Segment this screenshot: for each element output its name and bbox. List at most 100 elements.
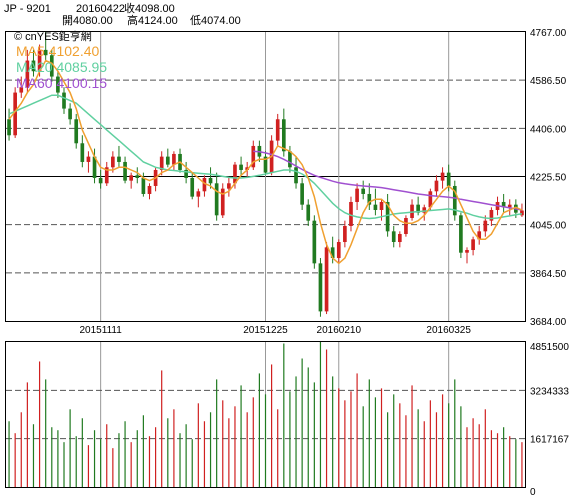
price-tick-label: 3864.50: [530, 269, 567, 280]
candle-body: [208, 177, 213, 184]
candle-body: [37, 49, 42, 72]
candle-body: [507, 204, 512, 208]
date-tick-label: 20160210: [317, 325, 362, 336]
candle-body: [422, 207, 427, 213]
candle-body: [220, 188, 225, 216]
candle-body: [397, 234, 402, 243]
ma5-line: [8, 59, 523, 265]
watermark-label: © cnYES鉅亨網: [14, 29, 92, 43]
candle-body: [471, 239, 475, 251]
candle-body: [196, 191, 201, 197]
candle-body: [19, 87, 24, 93]
candle-body: [452, 185, 457, 216]
candle-body: [520, 210, 524, 216]
candle-body: [440, 172, 445, 181]
candle-body: [349, 201, 353, 227]
candle-body: [404, 217, 408, 235]
candle-body: [245, 167, 250, 170]
volume-tick-label: 1617167: [530, 435, 569, 446]
candle-body: [123, 161, 127, 181]
candle-body: [343, 226, 347, 243]
candle-body: [379, 201, 384, 210]
candle-body: [355, 188, 359, 202]
candle-body: [318, 263, 323, 312]
volume-tick-label: 3234333: [530, 386, 569, 397]
candle-body: [111, 156, 115, 168]
ma20-line: [8, 94, 523, 220]
candle-body: [227, 183, 231, 189]
volume-tick-label: 4851500: [530, 342, 569, 353]
candle-body: [135, 175, 140, 178]
candle-body: [446, 172, 451, 186]
candle-body: [434, 180, 439, 192]
date-tick-label: 20160325: [426, 325, 471, 336]
price-axis: 4767.00 4586.50 4406.00 4225.50 4045.00 3864.…: [530, 28, 567, 328]
volume-bar-series: [8, 342, 523, 487]
candle-body: [288, 151, 292, 168]
candle-body: [165, 156, 170, 165]
candle-body: [483, 220, 488, 232]
candle-body: [300, 183, 304, 205]
candle-body: [501, 201, 506, 208]
symbol-label: JP - 9201: [4, 3, 51, 15]
candle-body: [214, 183, 219, 216]
candle-body: [56, 76, 60, 93]
candle-body: [367, 193, 372, 205]
candle-body: [25, 60, 30, 88]
price-tick-label: 4045.00: [530, 221, 567, 232]
candle-body: [459, 215, 463, 253]
candle-body: [98, 177, 103, 184]
candle-body: [385, 201, 390, 232]
legend-ma20: MA20 4085.95: [16, 59, 107, 75]
candle-body: [324, 247, 329, 312]
date-tick-label: 20151225: [243, 325, 288, 336]
candle-body: [428, 191, 433, 208]
ma60-line: [253, 150, 523, 211]
candle-body: [263, 156, 268, 173]
moving-average-lines: [8, 59, 523, 265]
candle-body: [477, 231, 482, 240]
candle-body: [92, 156, 97, 178]
candle-body: [141, 177, 146, 194]
candle-body: [202, 177, 207, 192]
candle-body: [159, 156, 164, 170]
candle-body: [330, 247, 335, 259]
candle-body: [80, 143, 85, 162]
candle-body: [172, 153, 176, 165]
candle-body: [489, 209, 494, 221]
candle-body: [233, 164, 237, 184]
price-tick-label: 4225.50: [530, 173, 567, 184]
candle-body: [306, 204, 311, 221]
candle-body: [336, 242, 341, 259]
candle-body: [147, 185, 152, 194]
candle-body: [117, 156, 121, 162]
low-label: 低4074.00: [190, 14, 241, 27]
price-tick-label: 4406.00: [530, 124, 567, 135]
candle-body: [465, 250, 469, 253]
candle-body: [190, 177, 195, 197]
legend-ma60: MA60 4100.15: [16, 75, 107, 91]
candle-body: [86, 156, 91, 162]
candle-body: [13, 92, 17, 136]
candle-body: [62, 92, 66, 109]
candle-body: [294, 167, 298, 184]
candle-body: [239, 164, 243, 170]
volume-tick-label: 0: [530, 487, 536, 498]
date-tick-label: 20151111: [80, 325, 123, 336]
price-tick-label: 4586.50: [530, 76, 567, 87]
candle-body: [43, 49, 48, 56]
candle-body: [104, 167, 109, 184]
candle-body: [74, 119, 79, 144]
candle-body: [49, 55, 54, 77]
candle-body: [312, 220, 317, 264]
legend-ma5: MA5 4102.40: [16, 43, 99, 59]
candle-body: [416, 204, 420, 213]
candle-body: [68, 108, 72, 120]
open-label: 開4080.00: [62, 14, 113, 27]
candle-body: [251, 145, 256, 168]
volume-axis: 4851500 3234333 1617167 0: [530, 342, 569, 498]
close-label: 收4098.00: [124, 1, 175, 15]
candle-body: [281, 119, 286, 152]
candle-body: [31, 60, 36, 72]
